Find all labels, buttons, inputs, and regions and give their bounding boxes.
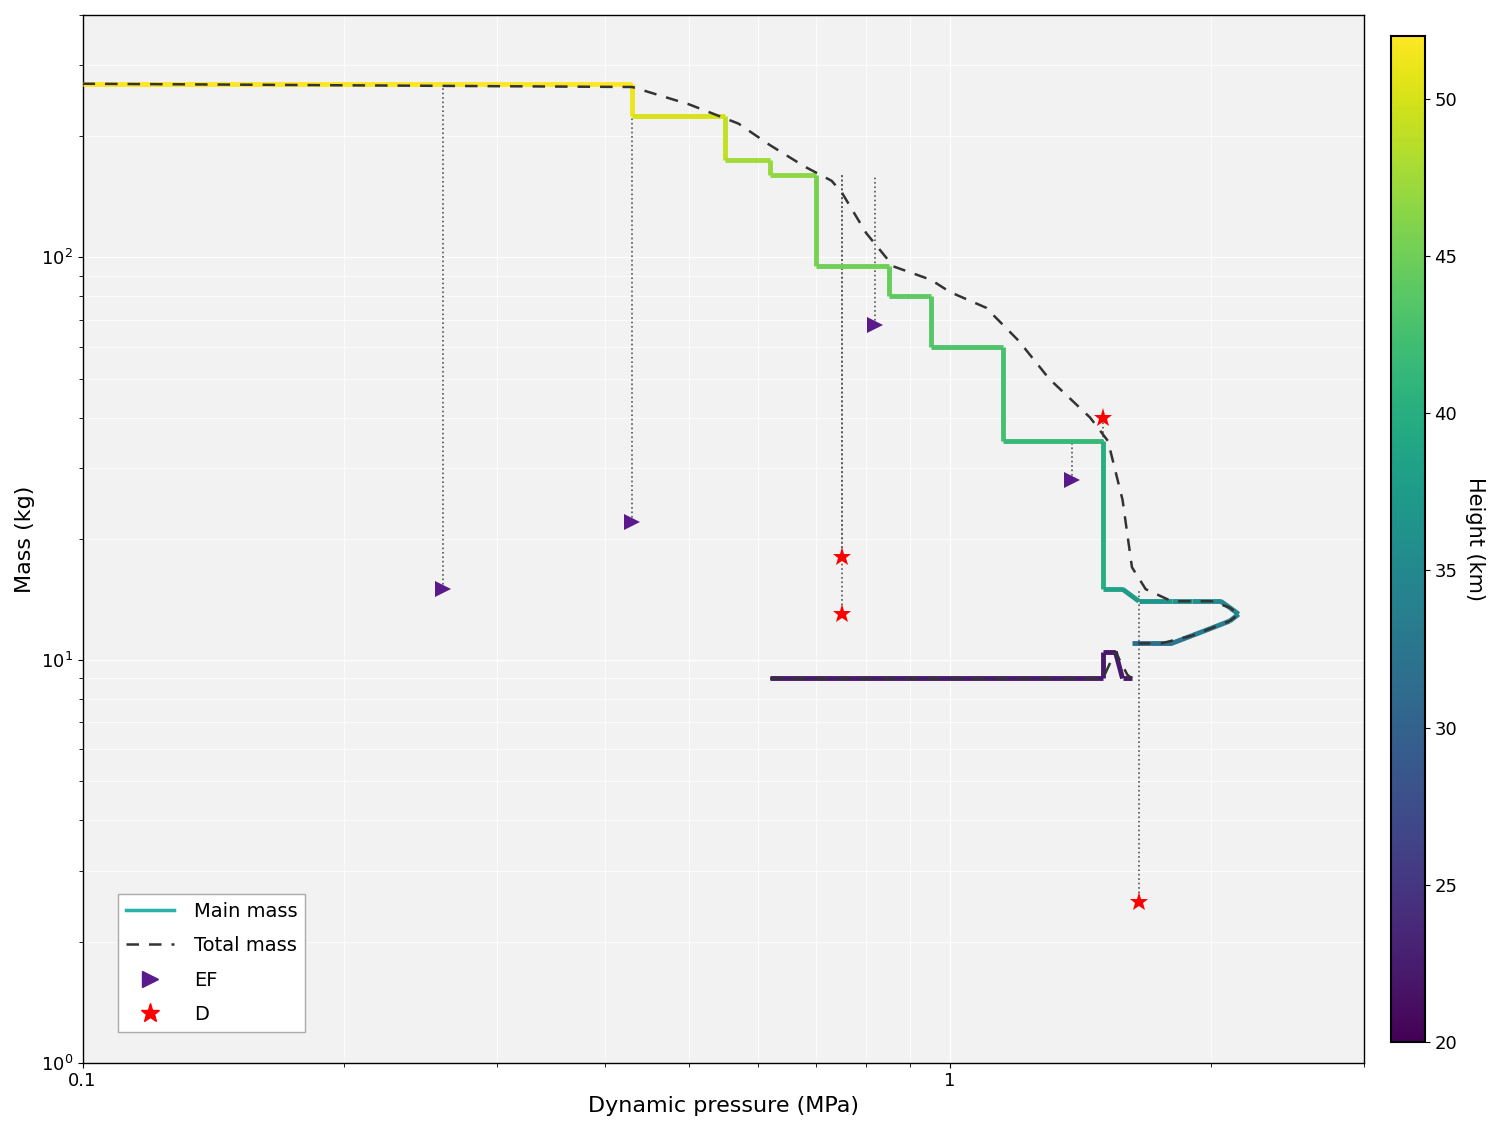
Y-axis label: Mass (kg): Mass (kg): [15, 485, 34, 593]
Legend: Main mass, Total mass, EF, D: Main mass, Total mass, EF, D: [118, 893, 304, 1033]
X-axis label: Dynamic pressure (MPa): Dynamic pressure (MPa): [588, 1096, 859, 1116]
Y-axis label: Height (km): Height (km): [1466, 477, 1485, 601]
